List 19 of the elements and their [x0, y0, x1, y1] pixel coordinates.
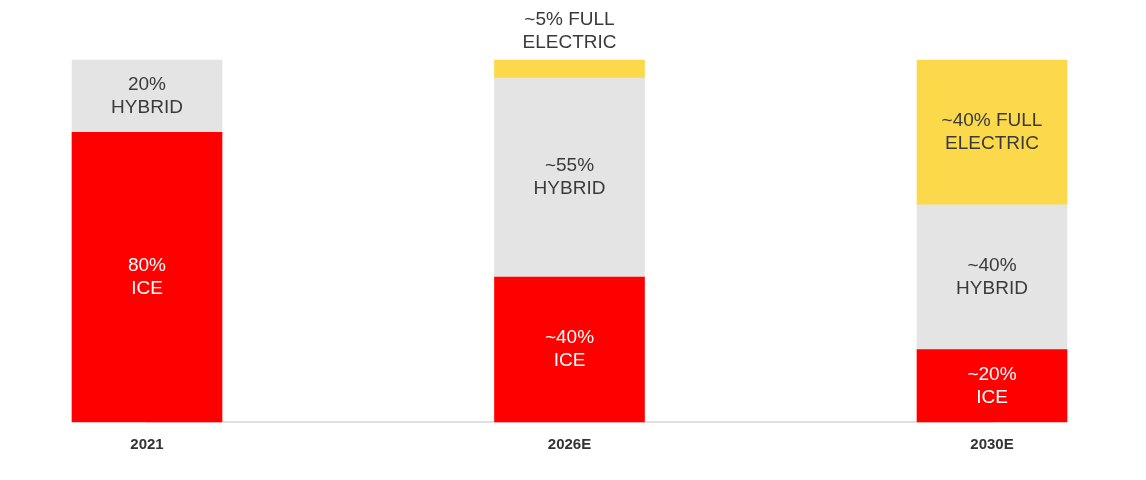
data-label: ~40% FULL ELECTRIC: [941, 109, 1043, 154]
bar: [916, 204, 1068, 350]
x-tick-label: 2030E: [970, 435, 1014, 453]
data-label: ~40% ICE: [544, 326, 595, 371]
data-label: 20% HYBRID: [111, 72, 183, 117]
x-tick-label: 2026E: [547, 435, 592, 453]
data-label: 80% ICE: [127, 253, 167, 298]
bar: [71, 132, 223, 423]
data-label: ~55% HYBRID: [533, 154, 606, 199]
data-label: ~5% FULL ELECTRIC: [522, 7, 617, 52]
bar: [916, 349, 1068, 423]
bar: [916, 59, 1068, 206]
bar: [71, 59, 223, 133]
bar: [494, 276, 645, 423]
x-tick-label: 2021: [130, 435, 164, 453]
data-label: ~20% ICE: [967, 362, 1017, 407]
bar: [494, 77, 645, 278]
data-label: ~40% HYBRID: [956, 253, 1028, 298]
bar: [494, 59, 645, 79]
